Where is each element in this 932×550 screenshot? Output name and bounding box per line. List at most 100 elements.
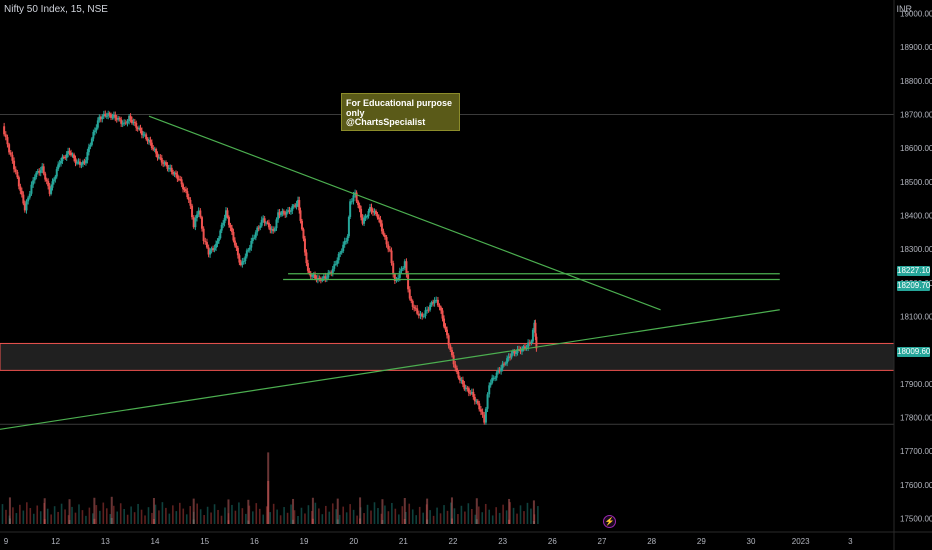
candle-body: [416, 308, 419, 314]
volume-bar: [532, 500, 535, 524]
candle-body: [8, 144, 11, 153]
volume-bar: [373, 502, 376, 524]
candle-body: [527, 342, 530, 348]
candle-body: [479, 409, 482, 412]
candle-body: [152, 148, 155, 150]
candle-body: [54, 176, 57, 180]
candle-body: [19, 186, 22, 191]
candle-body: [30, 184, 33, 194]
candle-body: [92, 131, 95, 139]
volume-bar: [523, 511, 525, 524]
volume-bar: [359, 497, 362, 524]
x-tick-label: 9: [4, 537, 9, 546]
candle-body: [503, 363, 506, 365]
candle-body: [250, 241, 253, 248]
candle-body: [385, 237, 388, 245]
volume-bar: [321, 514, 324, 524]
volume-bar: [498, 512, 501, 524]
annotation-box[interactable]: For Educational purpose only @ChartsSpec…: [341, 93, 460, 131]
candle-body: [191, 205, 194, 218]
candle-body: [107, 113, 110, 116]
volume-bar: [15, 513, 18, 524]
volume-bar: [192, 498, 195, 524]
volume-bar: [394, 508, 397, 524]
volume-bar: [165, 507, 167, 524]
candle-body: [238, 255, 241, 263]
candle-body: [405, 261, 408, 275]
candle-body: [303, 238, 306, 253]
x-tick-label: 29: [697, 537, 706, 546]
candle-body: [68, 151, 71, 153]
candle-body: [269, 227, 272, 231]
volume-bar: [231, 504, 233, 524]
x-tick-label: 21: [399, 537, 408, 546]
volume-bar: [119, 503, 122, 524]
price-tag-lower: 18009.60: [897, 347, 931, 357]
candle-body: [407, 274, 410, 290]
volume-bar: [39, 511, 42, 524]
volume-bar: [258, 508, 261, 524]
candle-body: [159, 157, 162, 159]
volume-bar: [495, 507, 497, 524]
candle-body: [291, 206, 294, 211]
candle-body: [433, 300, 436, 304]
candle-body: [121, 123, 124, 125]
candle-body: [6, 137, 9, 145]
candle-body: [160, 158, 163, 163]
volume-bar: [137, 503, 139, 524]
candle-body: [17, 177, 20, 187]
lightning-icon[interactable]: ⚡: [603, 515, 616, 528]
candle-body: [342, 244, 345, 252]
candle-body: [363, 217, 366, 224]
volume-bar: [99, 510, 101, 524]
candle-body: [216, 241, 219, 244]
candle-body: [275, 219, 278, 229]
candle-body: [419, 313, 422, 316]
candle-body: [192, 217, 195, 228]
candle-body: [254, 232, 257, 238]
volume-bar: [126, 514, 129, 524]
candle-body: [374, 210, 377, 215]
volume-bar: [408, 503, 411, 524]
volume-bar: [426, 498, 429, 524]
candle-body: [440, 307, 443, 311]
candle-body: [393, 274, 396, 281]
candle-body: [294, 205, 297, 207]
volume-bar: [269, 512, 271, 524]
candle-body: [429, 304, 432, 310]
candle-body: [176, 174, 179, 179]
candle-body: [77, 161, 80, 163]
candle-body: [126, 121, 129, 124]
volume-bar: [384, 505, 386, 524]
candle-body: [62, 156, 65, 158]
candle-body: [96, 120, 99, 128]
candle-body: [501, 363, 504, 369]
y-tick-label: 18100.00: [900, 313, 932, 322]
volume-bar: [307, 505, 310, 524]
volume-bar: [220, 515, 223, 524]
candle-body: [328, 272, 331, 274]
y-tick-label: 18800.00: [900, 77, 932, 86]
candle-body: [61, 156, 64, 162]
candle-body: [339, 252, 342, 254]
volume-bar: [5, 509, 7, 524]
candle-body: [11, 154, 14, 161]
candle-body: [349, 201, 352, 217]
candle-body: [64, 157, 67, 159]
volume-bar: [381, 499, 384, 524]
candle-body: [93, 130, 96, 132]
candle-body: [142, 134, 145, 136]
volume-bar: [336, 498, 339, 524]
candle-body: [340, 251, 343, 253]
volume-bar: [338, 514, 341, 524]
candle-body: [364, 216, 367, 218]
candle-body: [506, 358, 509, 364]
candle-body: [135, 122, 138, 128]
volume-bar: [22, 510, 25, 524]
candle-body: [232, 231, 235, 241]
candle-body: [70, 152, 73, 156]
candle-body: [173, 172, 176, 175]
candle-body: [483, 414, 486, 423]
